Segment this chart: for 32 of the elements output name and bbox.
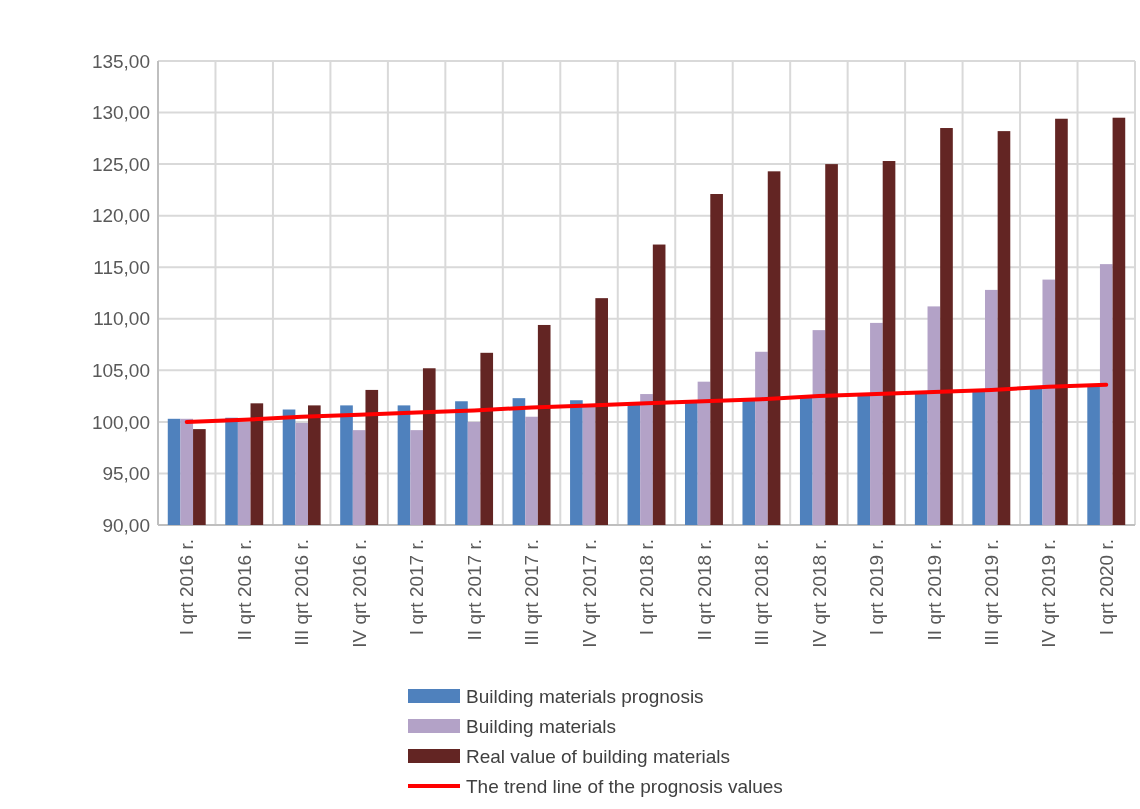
y-tick-label: 115,00 <box>93 256 150 278</box>
y-tick-label: 100,00 <box>91 411 150 433</box>
x-tick-label: II qrt 2019 r. <box>923 539 945 641</box>
x-tick-label: III qrt 2019 r. <box>980 539 1002 646</box>
x-tick-label: IV qrt 2017 r. <box>578 539 600 648</box>
y-tick-label: 110,00 <box>93 308 150 330</box>
x-tick-label: IV qrt 2016 r. <box>348 539 370 648</box>
y-tick-label: 135,00 <box>91 50 150 72</box>
y-tick-label: 125,00 <box>91 153 150 175</box>
x-tick-label: I qrt 2020 r. <box>1095 539 1117 636</box>
legend-label: Real value of building materials <box>466 745 731 767</box>
y-tick-label: 90,00 <box>102 514 150 536</box>
x-tick-label: III qrt 2017 r. <box>521 539 543 646</box>
y-tick-label: 130,00 <box>91 102 150 124</box>
legend-label: Building materials prognosis <box>466 685 704 707</box>
x-tick-label: II qrt 2016 r. <box>233 539 255 641</box>
legend-label: The trend line of the prognosis values <box>466 775 783 797</box>
y-tick-label: 120,00 <box>91 205 150 227</box>
x-tick-label: II qrt 2018 r. <box>693 539 715 641</box>
x-tick-label: III qrt 2016 r. <box>291 539 313 646</box>
y-tick-label: 105,00 <box>91 359 150 381</box>
x-tick-label: I qrt 2016 r. <box>176 539 198 636</box>
y-tick-label: 95,00 <box>102 463 150 485</box>
x-tick-label: I qrt 2017 r. <box>406 539 428 636</box>
legend-label: Building materials <box>466 715 616 737</box>
x-tick-label: IV qrt 2019 r. <box>1038 539 1060 648</box>
x-tick-label: I qrt 2018 r. <box>636 539 658 636</box>
x-tick-label: II qrt 2017 r. <box>463 539 485 641</box>
x-tick-label: III qrt 2018 r. <box>751 539 773 646</box>
x-tick-label: I qrt 2019 r. <box>866 539 888 636</box>
x-tick-label: IV qrt 2018 r. <box>808 539 830 648</box>
line-series <box>184 382 1109 424</box>
